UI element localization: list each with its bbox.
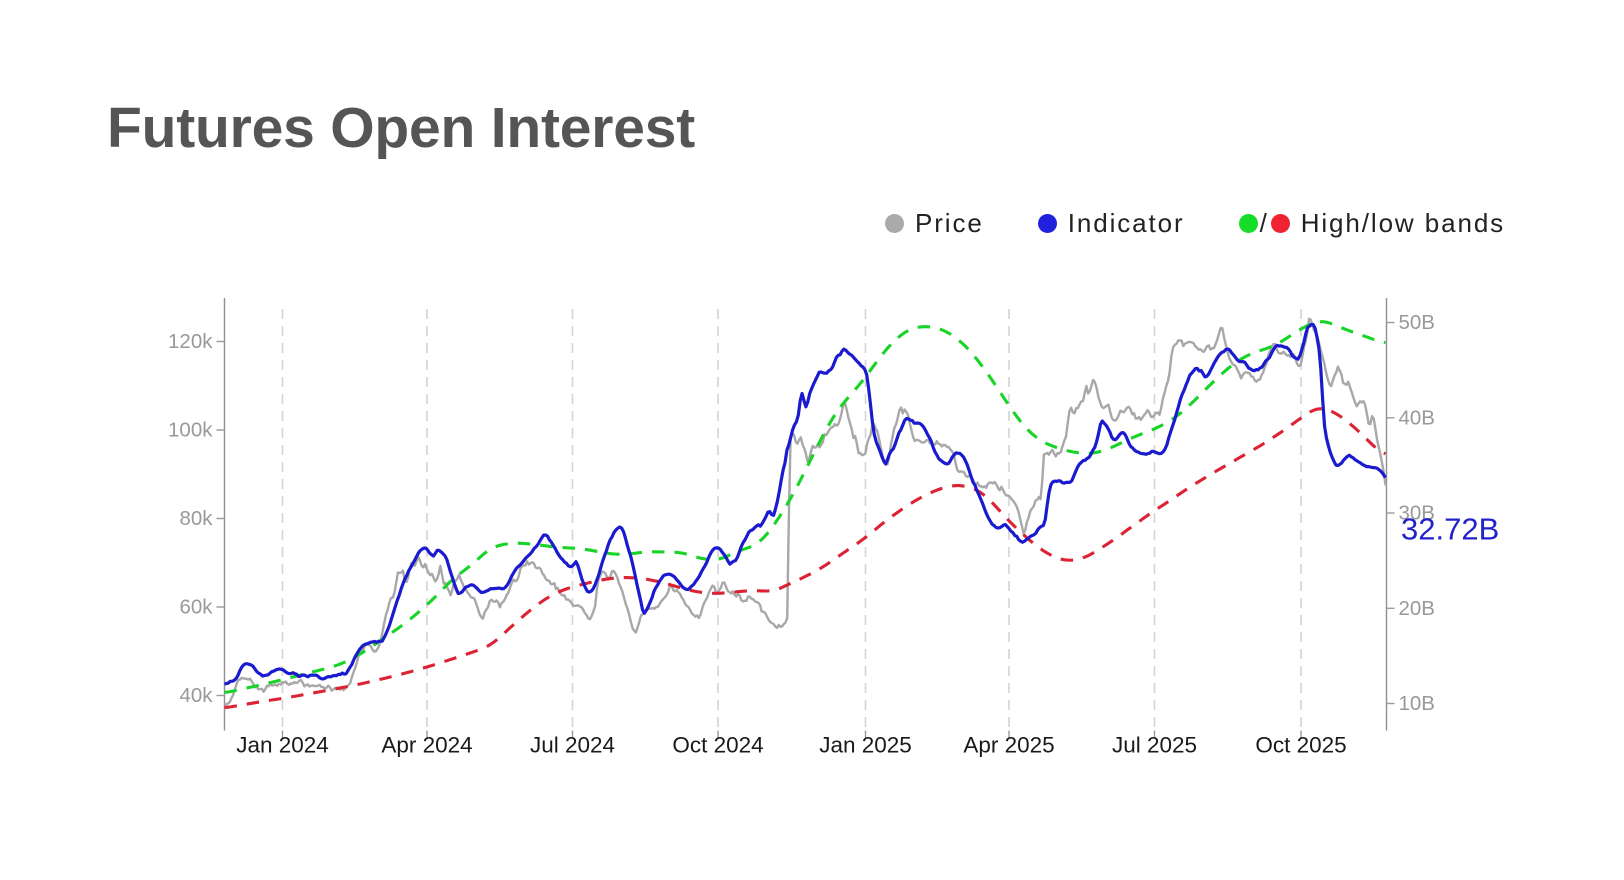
svg-text:Jul 2025: Jul 2025	[1112, 733, 1197, 758]
svg-text:100k: 100k	[168, 419, 213, 442]
svg-text:Oct 2025: Oct 2025	[1255, 733, 1346, 758]
svg-text:80k: 80k	[179, 507, 213, 530]
svg-text:Apr 2024: Apr 2024	[381, 733, 472, 758]
svg-text:30B: 30B	[1399, 502, 1435, 525]
svg-text:Apr 2025: Apr 2025	[963, 733, 1054, 758]
svg-text:Jan 2025: Jan 2025	[819, 733, 912, 758]
svg-text:50B: 50B	[1399, 311, 1435, 334]
svg-text:120k: 120k	[168, 330, 213, 353]
svg-text:40B: 40B	[1399, 406, 1435, 429]
svg-text:Jan 2024: Jan 2024	[236, 733, 329, 758]
svg-text:32.72B: 32.72B	[1401, 512, 1499, 547]
svg-text:20B: 20B	[1399, 597, 1435, 620]
svg-text:10B: 10B	[1399, 692, 1435, 715]
svg-text:40k: 40k	[179, 684, 213, 707]
svg-text:Jul 2024: Jul 2024	[530, 733, 615, 758]
svg-text:60k: 60k	[179, 596, 213, 619]
svg-text:Oct 2024: Oct 2024	[672, 733, 763, 758]
